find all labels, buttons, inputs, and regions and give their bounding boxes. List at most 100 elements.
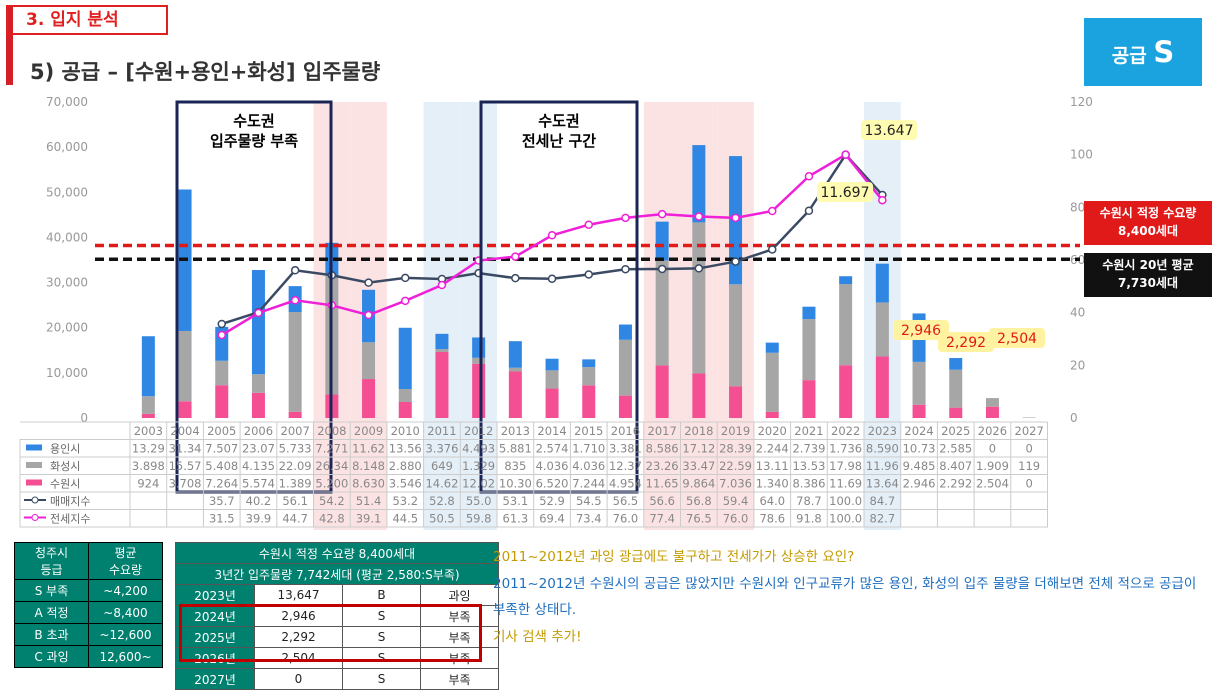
value-cell: 0 [254,668,343,690]
data-label: 11.65 [646,477,679,491]
x-tick-label: 2015 [574,424,603,438]
data-label: 51.4 [356,494,382,508]
data-label: 7.036 [719,477,752,491]
y-left-tick-label: 30,000 [46,276,88,290]
grade-header-line1: 청주시 [34,546,69,560]
data-label: 56.8 [686,494,712,508]
data-label: 4.036 [572,459,605,473]
x-tick-label: 2020 [758,424,787,438]
callout-bg [861,120,917,140]
table-row: 2027년 0 S 부족 [175,668,499,690]
data-label: 35.7 [209,494,235,508]
value-cell: 13,647 [254,584,343,606]
line-point [401,273,410,283]
data-label: 11.96 [866,459,899,473]
grade-table: 청주시 등급 평균 수요량 S 부족 ~4,200 A 적정 ~8,400 B 초과 ~1… [14,542,163,668]
data-label: 2.504 [976,477,1009,491]
bar-수원시 [949,407,963,418]
data-label: 61.3 [503,512,529,526]
data-label: 78.7 [796,494,822,508]
data-label: 8.386 [792,477,825,491]
data-label: 15.57 [169,459,202,473]
demand-header-line1: 평균 [114,546,137,560]
table-row: 2023년 13,647 B 과잉 [175,584,499,606]
supply-table-subtitle: 3년간 입주물량 7,742세대 (평균 2,580:S부족) [175,563,499,585]
x-tick-label: 2010 [391,424,420,438]
x-tick-label: 2023 [868,424,897,438]
year-cell: 2026년 [175,647,255,669]
line-point [694,212,704,221]
data-label: 39.9 [246,512,272,526]
data-label: 55.0 [466,494,492,508]
data-label: 23.26 [646,459,679,473]
bar-용인시 [692,145,706,223]
reference-note-average-line1: 수원시 20년 평균 [1102,258,1194,272]
bar-화성시 [729,284,743,387]
data-label: 1.909 [976,459,1009,473]
data-label: 2.585 [939,442,972,456]
bar-화성시 [251,374,265,393]
data-label: 0 [989,442,996,456]
data-label: 26.34 [315,459,348,473]
data-label: 13.56 [389,442,422,456]
data-label: 8.586 [646,442,679,456]
bar-용인시 [839,276,853,285]
bar-화성시 [802,319,816,381]
x-tick-label: 2017 [648,424,677,438]
data-label: 5.733 [279,442,312,456]
bar-화성시 [985,398,999,407]
bar-화성시 [508,367,522,372]
x-tick-label: 2013 [501,424,530,438]
data-label: 4.493 [462,442,495,456]
page-heading: 5) 공급 – [수원+용인+화성] 입주물량 [30,60,381,84]
bar-화성시 [545,370,559,389]
data-label: 73.4 [576,512,602,526]
grade-badge: 공급 S [1084,18,1202,86]
data-label: 31.5 [209,512,235,526]
data-label: 1.329 [462,459,495,473]
data-label: 52.8 [429,494,455,508]
bar-화성시 [288,312,302,412]
x-tick-label: 2026 [978,424,1007,438]
reference-note-demand: 수원시 적정 수요량 8,400세대 [1084,201,1212,245]
bar-수원시 [545,388,559,418]
line-point [254,308,263,318]
callout-label: 2,292 [946,335,986,351]
data-label: 64.0 [759,494,785,508]
x-tick-label: 2022 [831,424,860,438]
x-tick-label: 2016 [611,424,640,438]
reference-note-average-line2: 7,730세대 [1117,276,1179,290]
data-label: 4.135 [242,459,275,473]
data-label: 2.880 [389,459,422,473]
data-label: 56.1 [282,494,308,508]
callout-bg [893,320,949,340]
line-point [768,245,777,254]
data-label: 4.036 [536,459,569,473]
bar-용인시 [582,359,596,368]
data-label: 13.64 [866,477,899,491]
bar-수원시 [251,392,265,418]
grade-cell: A 적정 [14,601,89,624]
bar-수원시 [985,406,999,418]
data-label: 39.1 [356,512,382,526]
x-tick-label: 2007 [281,424,310,438]
y-left-tick-label: 50,000 [46,185,88,199]
bar-화성시 [472,357,486,364]
line-point [731,257,740,266]
line-point [290,296,300,305]
data-label: 6.520 [536,477,569,491]
data-label: 33.47 [682,459,715,473]
data-label: 9.485 [903,459,936,473]
badge-grade: S [1153,35,1175,69]
bar-수원시 [508,371,522,418]
bar-화성시 [362,342,376,380]
annotation-title: 수도권 [538,112,579,130]
data-label: 649 [431,459,453,473]
highlight-box [179,604,482,662]
bar-수원시 [398,401,412,418]
callout-bg [817,182,873,202]
data-label: 69.4 [539,512,565,526]
y-right-tick-label: 120 [1070,95,1093,109]
data-label: 13.53 [792,459,825,473]
bar-수원시 [618,395,632,418]
